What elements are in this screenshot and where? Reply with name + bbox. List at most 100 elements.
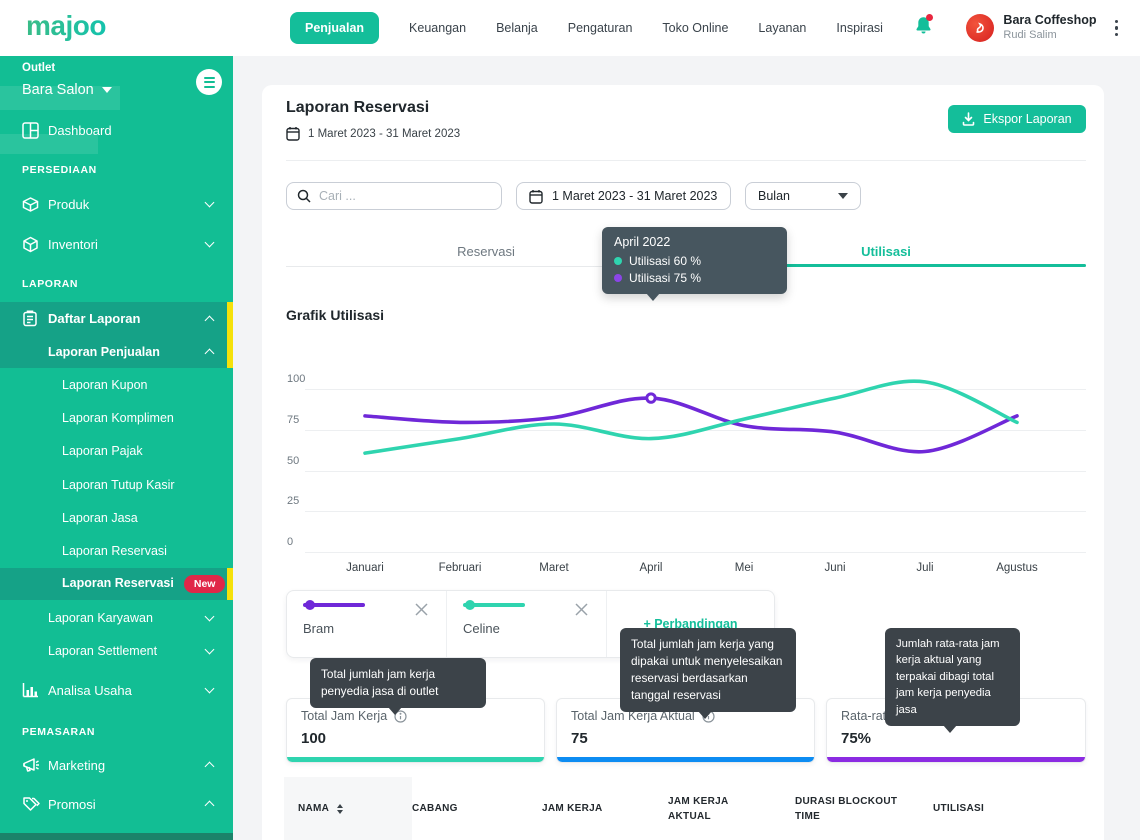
chart-lines bbox=[363, 379, 1019, 455]
chevron-up-icon bbox=[204, 348, 215, 358]
series-line-sample bbox=[303, 599, 365, 610]
gridline bbox=[305, 389, 1086, 390]
tooltip-title: April 2022 bbox=[614, 235, 671, 249]
nav-item-belanja[interactable]: Belanja bbox=[496, 21, 538, 35]
chevron-down-icon bbox=[204, 611, 215, 621]
legend-item-celine: Celine bbox=[447, 591, 607, 657]
sidebar-item-laporan-komplimen[interactable]: Laporan Komplimen bbox=[62, 410, 174, 425]
x-axis-label: Januari bbox=[346, 562, 384, 574]
chevron-up-icon bbox=[204, 315, 215, 325]
tag-icon bbox=[22, 796, 40, 812]
stat-accent-bar bbox=[557, 757, 814, 762]
majoo-logo[interactable]: majoo bbox=[26, 10, 106, 41]
legend-item-bram: Bram bbox=[287, 591, 447, 657]
y-axis-tick: 50 bbox=[287, 454, 300, 467]
nav-item-pengaturan[interactable]: Pengaturan bbox=[567, 21, 633, 35]
chevron-down-icon bbox=[204, 197, 215, 208]
close-icon[interactable] bbox=[415, 603, 428, 616]
megaphone-icon bbox=[22, 757, 40, 773]
nav-item-toko-online[interactable]: Toko Online bbox=[662, 21, 729, 35]
tab-utilisasi[interactable]: Utilisasi bbox=[861, 244, 911, 259]
series-line-sample bbox=[463, 599, 525, 610]
gridline bbox=[305, 511, 1086, 513]
column-header-durasi-blockout: DURASI BLOCKOUT TIME bbox=[795, 795, 898, 822]
hint-tooltip-total-jam-kerja: Total jumlah jam kerja penyedia jasa di … bbox=[310, 658, 486, 716]
sidebar-item-laporan-karyawan[interactable]: Laporan Karyawan bbox=[0, 601, 233, 634]
sidebar-item-inventori[interactable]: Inventori bbox=[0, 226, 233, 262]
report-date-range: 1 Maret 2023 - 31 Maret 2023 bbox=[286, 126, 460, 141]
series-dot bbox=[614, 257, 622, 265]
search-input[interactable] bbox=[319, 189, 479, 203]
search-icon bbox=[297, 189, 311, 203]
divider bbox=[286, 160, 1086, 161]
sidebar-item-laporan-kupon[interactable]: Laporan Kupon bbox=[62, 377, 148, 392]
sidebar-item-daftar-laporan[interactable]: Daftar Laporan bbox=[0, 302, 233, 335]
sidebar-item-laporan-penjualan[interactable]: Laporan Penjualan bbox=[0, 335, 233, 368]
sidebar-item-laporan-settlement[interactable]: Laporan Settlement bbox=[0, 634, 233, 667]
user-info[interactable]: Bara Coffeshop Rudi Salim bbox=[1003, 13, 1096, 42]
sidebar-decor bbox=[0, 134, 98, 154]
outlet-label: Outlet bbox=[22, 62, 56, 74]
tab-reservasi[interactable]: Reservasi bbox=[457, 244, 515, 259]
sidebar-item-marketing[interactable]: Marketing bbox=[0, 747, 233, 783]
avatar[interactable] bbox=[966, 14, 995, 42]
kebab-menu-icon[interactable] bbox=[1111, 16, 1123, 41]
calendar-icon bbox=[286, 127, 300, 141]
y-axis-tick: 100 bbox=[287, 373, 306, 385]
nav-item-keuangan[interactable]: Keuangan bbox=[409, 21, 467, 35]
y-axis-tick: 0 bbox=[287, 536, 294, 548]
date-filter-button[interactable]: 1 Maret 2023 - 31 Maret 2023 bbox=[516, 182, 731, 210]
nav-item-layanan[interactable]: Layanan bbox=[758, 21, 807, 35]
sort-icon[interactable] bbox=[337, 803, 344, 814]
calendar-icon bbox=[529, 189, 543, 204]
export-report-button[interactable]: Ekspor Laporan bbox=[948, 105, 1086, 133]
x-axis-label: Juli bbox=[916, 562, 934, 574]
period-select[interactable]: Bulan bbox=[745, 182, 861, 210]
inventory-cube-icon bbox=[22, 236, 39, 253]
nav-item-inspirasi[interactable]: Inspirasi bbox=[836, 21, 883, 35]
main-panel: Laporan Reservasi 1 Maret 2023 - 31 Mare… bbox=[262, 85, 1104, 840]
sidebar-item-produk[interactable]: Produk bbox=[0, 186, 233, 222]
sidebar-scrollbar[interactable] bbox=[0, 833, 233, 840]
add-comparison-link[interactable]: + Perbandingan bbox=[643, 617, 738, 631]
column-header-nama[interactable]: NAMA bbox=[284, 777, 412, 840]
sidebar-item-laporan-reservasi-new[interactable]: Laporan Reservasi New bbox=[0, 568, 233, 600]
stat-value: 75 bbox=[571, 730, 588, 747]
report-clipboard-icon bbox=[22, 310, 38, 327]
chevron-up-icon bbox=[204, 800, 215, 811]
chart-tooltip: April 2022 Utilisasi 60 % Utilisasi 75 % bbox=[602, 227, 787, 301]
sidebar-toggle-icon[interactable] bbox=[196, 69, 222, 95]
stat-accent-bar bbox=[827, 757, 1085, 762]
outlet-selector[interactable]: Bara Salon bbox=[22, 82, 112, 98]
x-axis-label: Agustus bbox=[996, 562, 1038, 574]
x-axis-label: Februari bbox=[438, 562, 482, 574]
table-header: NAMA CABANG JAM KERJA JAM KERJA AKTUAL D… bbox=[284, 777, 1086, 840]
active-indicator-bar bbox=[227, 568, 233, 600]
hint-tooltip-rata-rata: Jumlah rata-rata jam kerja aktual yang t… bbox=[885, 628, 1020, 733]
sidebar-item-laporan-tutup-kasir[interactable]: Laporan Tutup Kasir bbox=[62, 477, 175, 492]
nav-item-penjualan[interactable]: Penjualan bbox=[290, 12, 380, 44]
caret-down-icon bbox=[101, 87, 112, 93]
gridline bbox=[305, 470, 1086, 472]
stat-accent-bar bbox=[287, 757, 544, 762]
new-badge: New bbox=[183, 575, 226, 593]
sidebar-item-laporan-reservasi[interactable]: Laporan Reservasi bbox=[62, 543, 167, 558]
sidebar-item-promosi[interactable]: Promosi bbox=[0, 786, 233, 822]
section-laporan: LAPORAN bbox=[22, 278, 79, 290]
business-name: Bara Coffeshop bbox=[1003, 13, 1097, 28]
caret-down-icon bbox=[838, 193, 848, 199]
close-icon[interactable] bbox=[575, 603, 588, 616]
column-header-utilisasi: UTILISASI bbox=[933, 803, 985, 814]
sidebar-item-laporan-jasa[interactable]: Laporan Jasa bbox=[62, 510, 138, 525]
sidebar-item-dashboard[interactable]: Dashboard bbox=[0, 112, 233, 148]
section-persediaan: PERSEDIAAN bbox=[22, 164, 97, 176]
chevron-down-icon bbox=[204, 237, 215, 248]
chevron-down-icon bbox=[204, 683, 215, 694]
notification-bell-icon[interactable] bbox=[915, 14, 934, 40]
sidebar-item-analisa-usaha[interactable]: Analisa Usaha bbox=[0, 672, 233, 708]
x-axis-label: April bbox=[639, 562, 663, 574]
sidebar-item-laporan-pajak[interactable]: Laporan Pajak bbox=[62, 443, 143, 458]
gridline bbox=[305, 552, 1086, 553]
section-pemasaran: PEMASARAN bbox=[22, 726, 96, 738]
